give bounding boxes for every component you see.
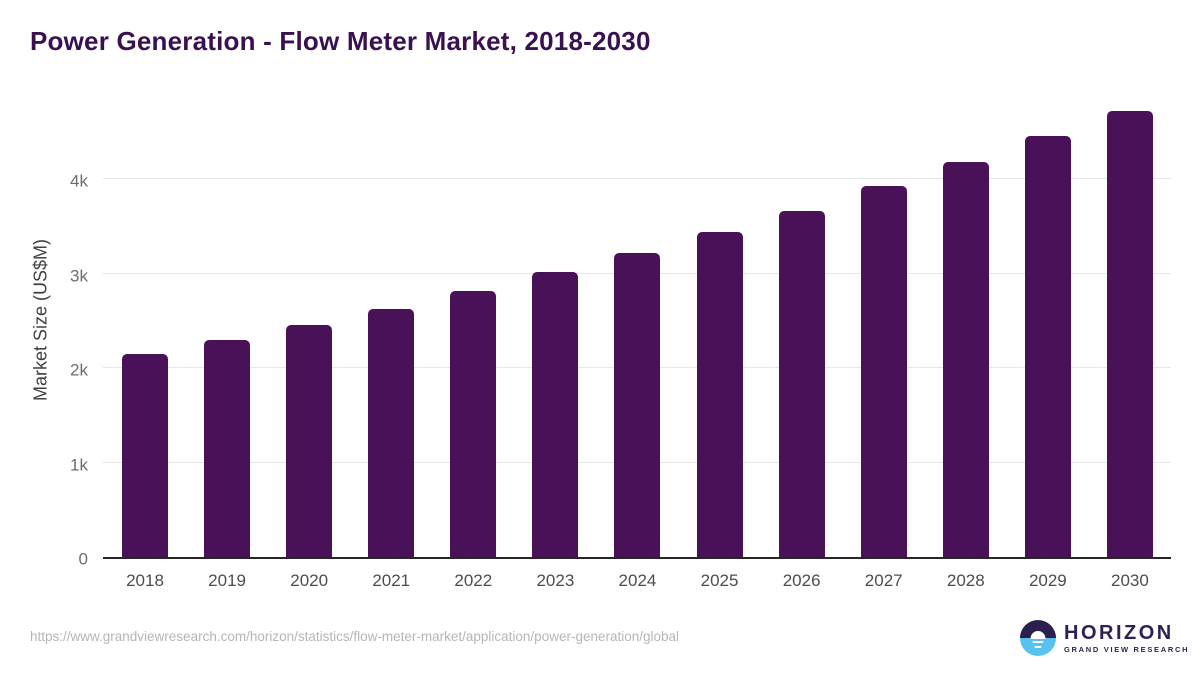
x-tick-label: 2022 [454, 571, 493, 590]
bar-column: 2018 [122, 87, 168, 590]
x-tick-label: 2030 [1111, 571, 1149, 590]
x-tick-label: 2024 [618, 571, 657, 590]
bar-2023 [532, 271, 579, 557]
sun-reflection-line [1032, 641, 1044, 644]
bar-column: 2021 [368, 87, 415, 590]
y-tick-label: 1k [70, 455, 88, 475]
y-axis-ticks: 0 1k 2k 3k 4k [0, 87, 88, 568]
bar-2018 [122, 354, 168, 557]
bar-2029 [1024, 135, 1071, 557]
x-tick-label: 2019 [208, 571, 246, 590]
plot-area: 2018 2019 2020 2021 2022 2023 2024 2025 2026 2027… [103, 87, 1171, 590]
x-tick-label: 2025 [700, 571, 739, 590]
logo-subtitle: GRAND VIEW RESEARCH [1064, 644, 1190, 654]
bar-2027 [860, 186, 907, 557]
y-tick-label: 4k [70, 171, 88, 191]
chart-title: Power Generation - Flow Meter Market, 20… [30, 26, 651, 56]
bar-2019 [204, 339, 251, 557]
logo-wordmark: HORIZON [1064, 621, 1174, 644]
bar-2025 [696, 232, 743, 557]
x-tick-label: 2018 [126, 571, 164, 590]
y-tick-label: 0 [78, 549, 88, 569]
x-tick-label: 2029 [1028, 571, 1067, 590]
x-tick-label: 2020 [290, 571, 329, 590]
gridline [103, 178, 1171, 180]
bar-2022 [450, 290, 497, 557]
bar-column: 2024 [614, 87, 661, 590]
bar-2030 [1106, 110, 1153, 557]
bar-column: 2022 [450, 87, 497, 590]
x-tick-label: 2027 [864, 571, 903, 590]
bar-2020 [286, 324, 333, 557]
bar-2028 [942, 162, 989, 557]
x-tick-label: 2026 [782, 571, 821, 590]
sun-reflection-line [1034, 645, 1042, 648]
bars-row: 2018 2019 2020 2021 2022 2023 2024 2025 2026 2027… [103, 87, 1171, 590]
bar-2021 [368, 308, 415, 557]
x-tick-label: 2023 [536, 571, 575, 590]
logo-text: HORIZON GRAND VIEW RESEARCH [1064, 623, 1189, 654]
bar-2024 [614, 253, 661, 557]
x-tick-label: 2028 [946, 571, 985, 590]
bar-2026 [778, 210, 825, 557]
horizon-logo-icon [1020, 620, 1056, 656]
source-url: https://www.grandviewresearch.com/horizo… [30, 629, 680, 644]
bar-column: 2023 [532, 87, 579, 590]
bar-column: 2019 [204, 87, 251, 590]
horizon-logo: HORIZON GRAND VIEW RESEARCH [1020, 620, 1189, 656]
y-tick-label: 3k [70, 266, 88, 286]
bar-column: 2028 [942, 87, 989, 590]
x-tick-label: 2021 [372, 571, 411, 590]
bar-column: 2030 [1106, 87, 1153, 590]
bar-column: 2029 [1024, 87, 1071, 590]
bar-column: 2025 [696, 87, 743, 590]
bar-column: 2027 [860, 87, 907, 590]
sun-icon [1030, 631, 1046, 639]
bar-column: 2020 [286, 87, 333, 590]
bar-column: 2026 [778, 87, 825, 590]
y-tick-label: 2k [70, 360, 88, 380]
